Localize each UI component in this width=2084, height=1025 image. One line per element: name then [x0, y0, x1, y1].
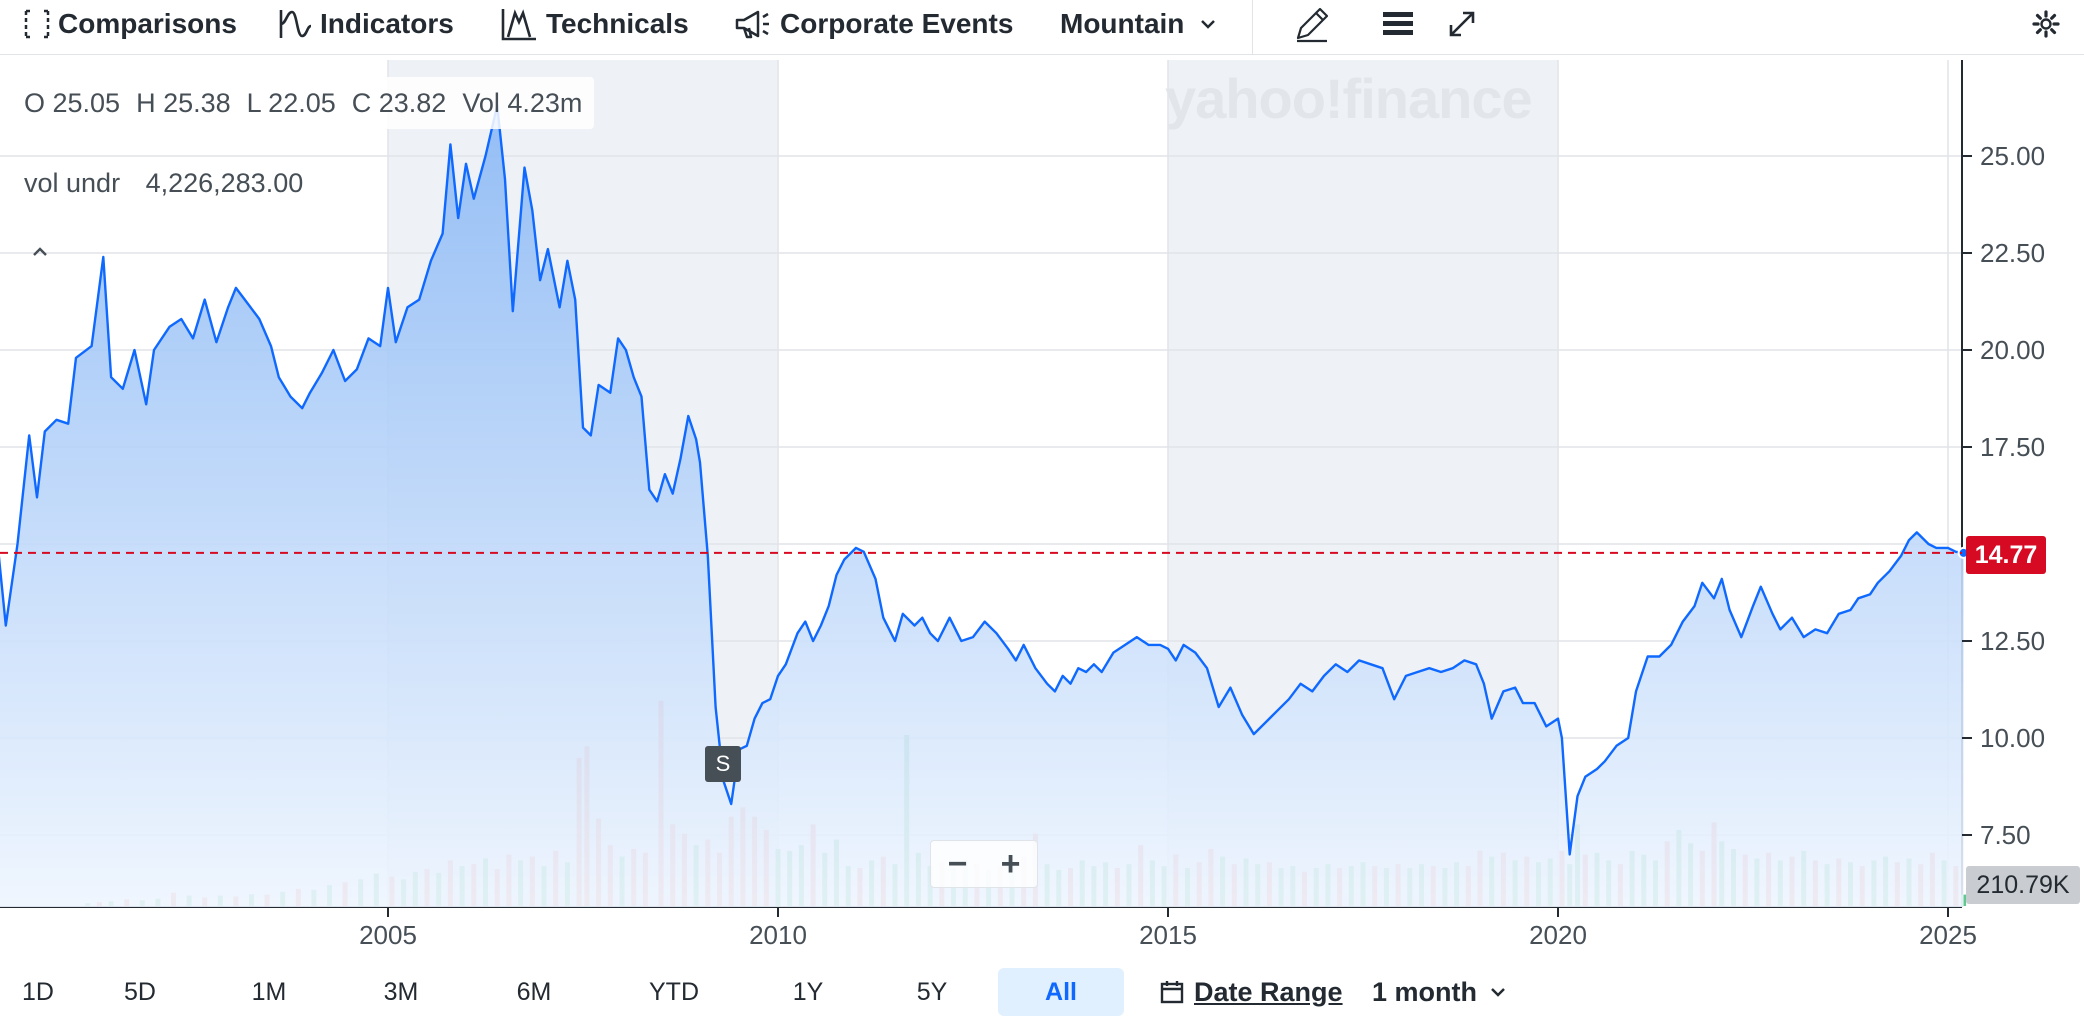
date-range-label: Date Range — [1194, 976, 1343, 1007]
y-tick-label: 10.00 — [1980, 723, 2045, 753]
close-value: C 23.82 — [351, 87, 447, 118]
zoom-in-button[interactable]: + — [1000, 844, 1021, 883]
pencil-icon — [1296, 7, 1329, 43]
date-range-button[interactable]: Date Range — [1160, 968, 1343, 1016]
toolbar-divider — [1252, 0, 1253, 54]
y-tick-label: 22.50 — [1980, 238, 2045, 268]
collapse-legend-button[interactable] — [28, 240, 52, 264]
interval-dropdown[interactable]: 1 month — [1372, 968, 1509, 1016]
y-tick-label: 7.50 — [1980, 820, 2031, 850]
menu-button[interactable] — [1378, 0, 1418, 48]
range-5y-button[interactable]: 5Y — [916, 977, 948, 1006]
calendar-icon — [1160, 981, 1184, 1004]
range-6m-button[interactable]: 6M — [516, 977, 552, 1006]
split-event-marker[interactable]: S — [705, 746, 741, 782]
comparisons-icon — [24, 9, 50, 39]
expand-icon — [1449, 11, 1475, 37]
megaphone-icon — [735, 10, 769, 39]
high-value: H 25.38 — [136, 87, 231, 118]
hamburger-menu-icon — [1383, 12, 1413, 35]
current-volume-tag: 210.79K — [1966, 866, 2080, 904]
range-all-button[interactable]: All — [998, 968, 1124, 1016]
draw-button[interactable] — [1290, 0, 1334, 48]
range-3m-button[interactable]: 3M — [383, 977, 419, 1006]
chevron-down-icon — [1491, 988, 1505, 997]
corporate-events-button[interactable]: Corporate Events — [734, 0, 1013, 48]
x-tick-label: 2020 — [1529, 920, 1587, 950]
open-value: O 25.05 — [24, 87, 121, 118]
low-value: L 22.05 — [246, 87, 336, 118]
y-tick-label: 12.50 — [1980, 626, 2045, 656]
y-tick-label: 17.50 — [1980, 432, 2045, 462]
indicators-label: Indicators — [320, 8, 454, 39]
range-5d-button[interactable]: 5D — [124, 977, 156, 1006]
gear-icon — [2032, 10, 2060, 38]
comparisons-label: Comparisons — [58, 8, 237, 39]
corporate-events-label: Corporate Events — [780, 8, 1014, 39]
indicators-button[interactable]: Indicators — [278, 0, 454, 48]
interval-label: 1 month — [1372, 976, 1477, 1007]
timezone-dropdown[interactable]: Mountain — [1060, 0, 1228, 48]
y-tick-label: 25.00 — [1980, 141, 2045, 171]
volume-indicator-value: 4,226,283.00 — [145, 168, 304, 198]
technicals-label: Technicals — [546, 8, 689, 39]
x-tick-label: 2015 — [1139, 920, 1197, 950]
zoom-out-button[interactable]: − — [947, 844, 968, 883]
volume-indicator-label: vol undr — [24, 168, 121, 198]
range-1y-button[interactable]: 1Y — [792, 977, 824, 1006]
range-ytd-button[interactable]: YTD — [649, 977, 699, 1006]
yahoo-finance-watermark: yahoo!finance — [1165, 67, 1533, 130]
price-area-fill — [0, 105, 1964, 907]
zoom-controls: − + — [930, 840, 1038, 888]
technicals-button[interactable]: Technicals — [500, 0, 689, 48]
comparisons-button[interactable]: Comparisons — [24, 0, 237, 48]
price-line — [0, 104, 1964, 856]
current-price-tag: 14.77 — [1966, 536, 2046, 574]
price-chart[interactable]: 25.00 22.50 20.00 17.50 12.50 10.00 7.50 2005 2… — [0, 55, 2084, 950]
technicals-icon — [501, 9, 536, 41]
indicators-icon — [279, 10, 312, 38]
settings-button[interactable] — [2026, 0, 2066, 48]
volume-value: Vol 4.23m — [462, 87, 583, 118]
volume-indicator-readout: vol undr 4,226,283.00 — [24, 168, 321, 199]
chevron-down-icon — [1201, 20, 1216, 29]
x-tick-label: 2005 — [359, 920, 417, 950]
x-tick-label: 2010 — [749, 920, 807, 950]
timezone-label: Mountain — [1060, 8, 1185, 39]
fullscreen-button[interactable] — [1442, 0, 1482, 48]
chart-toolbar: Comparisons Indicators Technicals Corpor… — [0, 0, 2084, 55]
x-tick-label: 2025 — [1919, 920, 1977, 950]
range-1d-button[interactable]: 1D — [22, 977, 54, 1006]
chevron-up-icon — [33, 247, 47, 256]
ohlc-readout: O 25.05 H 25.38 L 22.05 C 23.82 Vol 4.23… — [12, 77, 595, 129]
range-1m-button[interactable]: 1M — [251, 977, 287, 1006]
y-tick-label: 20.00 — [1980, 335, 2045, 365]
